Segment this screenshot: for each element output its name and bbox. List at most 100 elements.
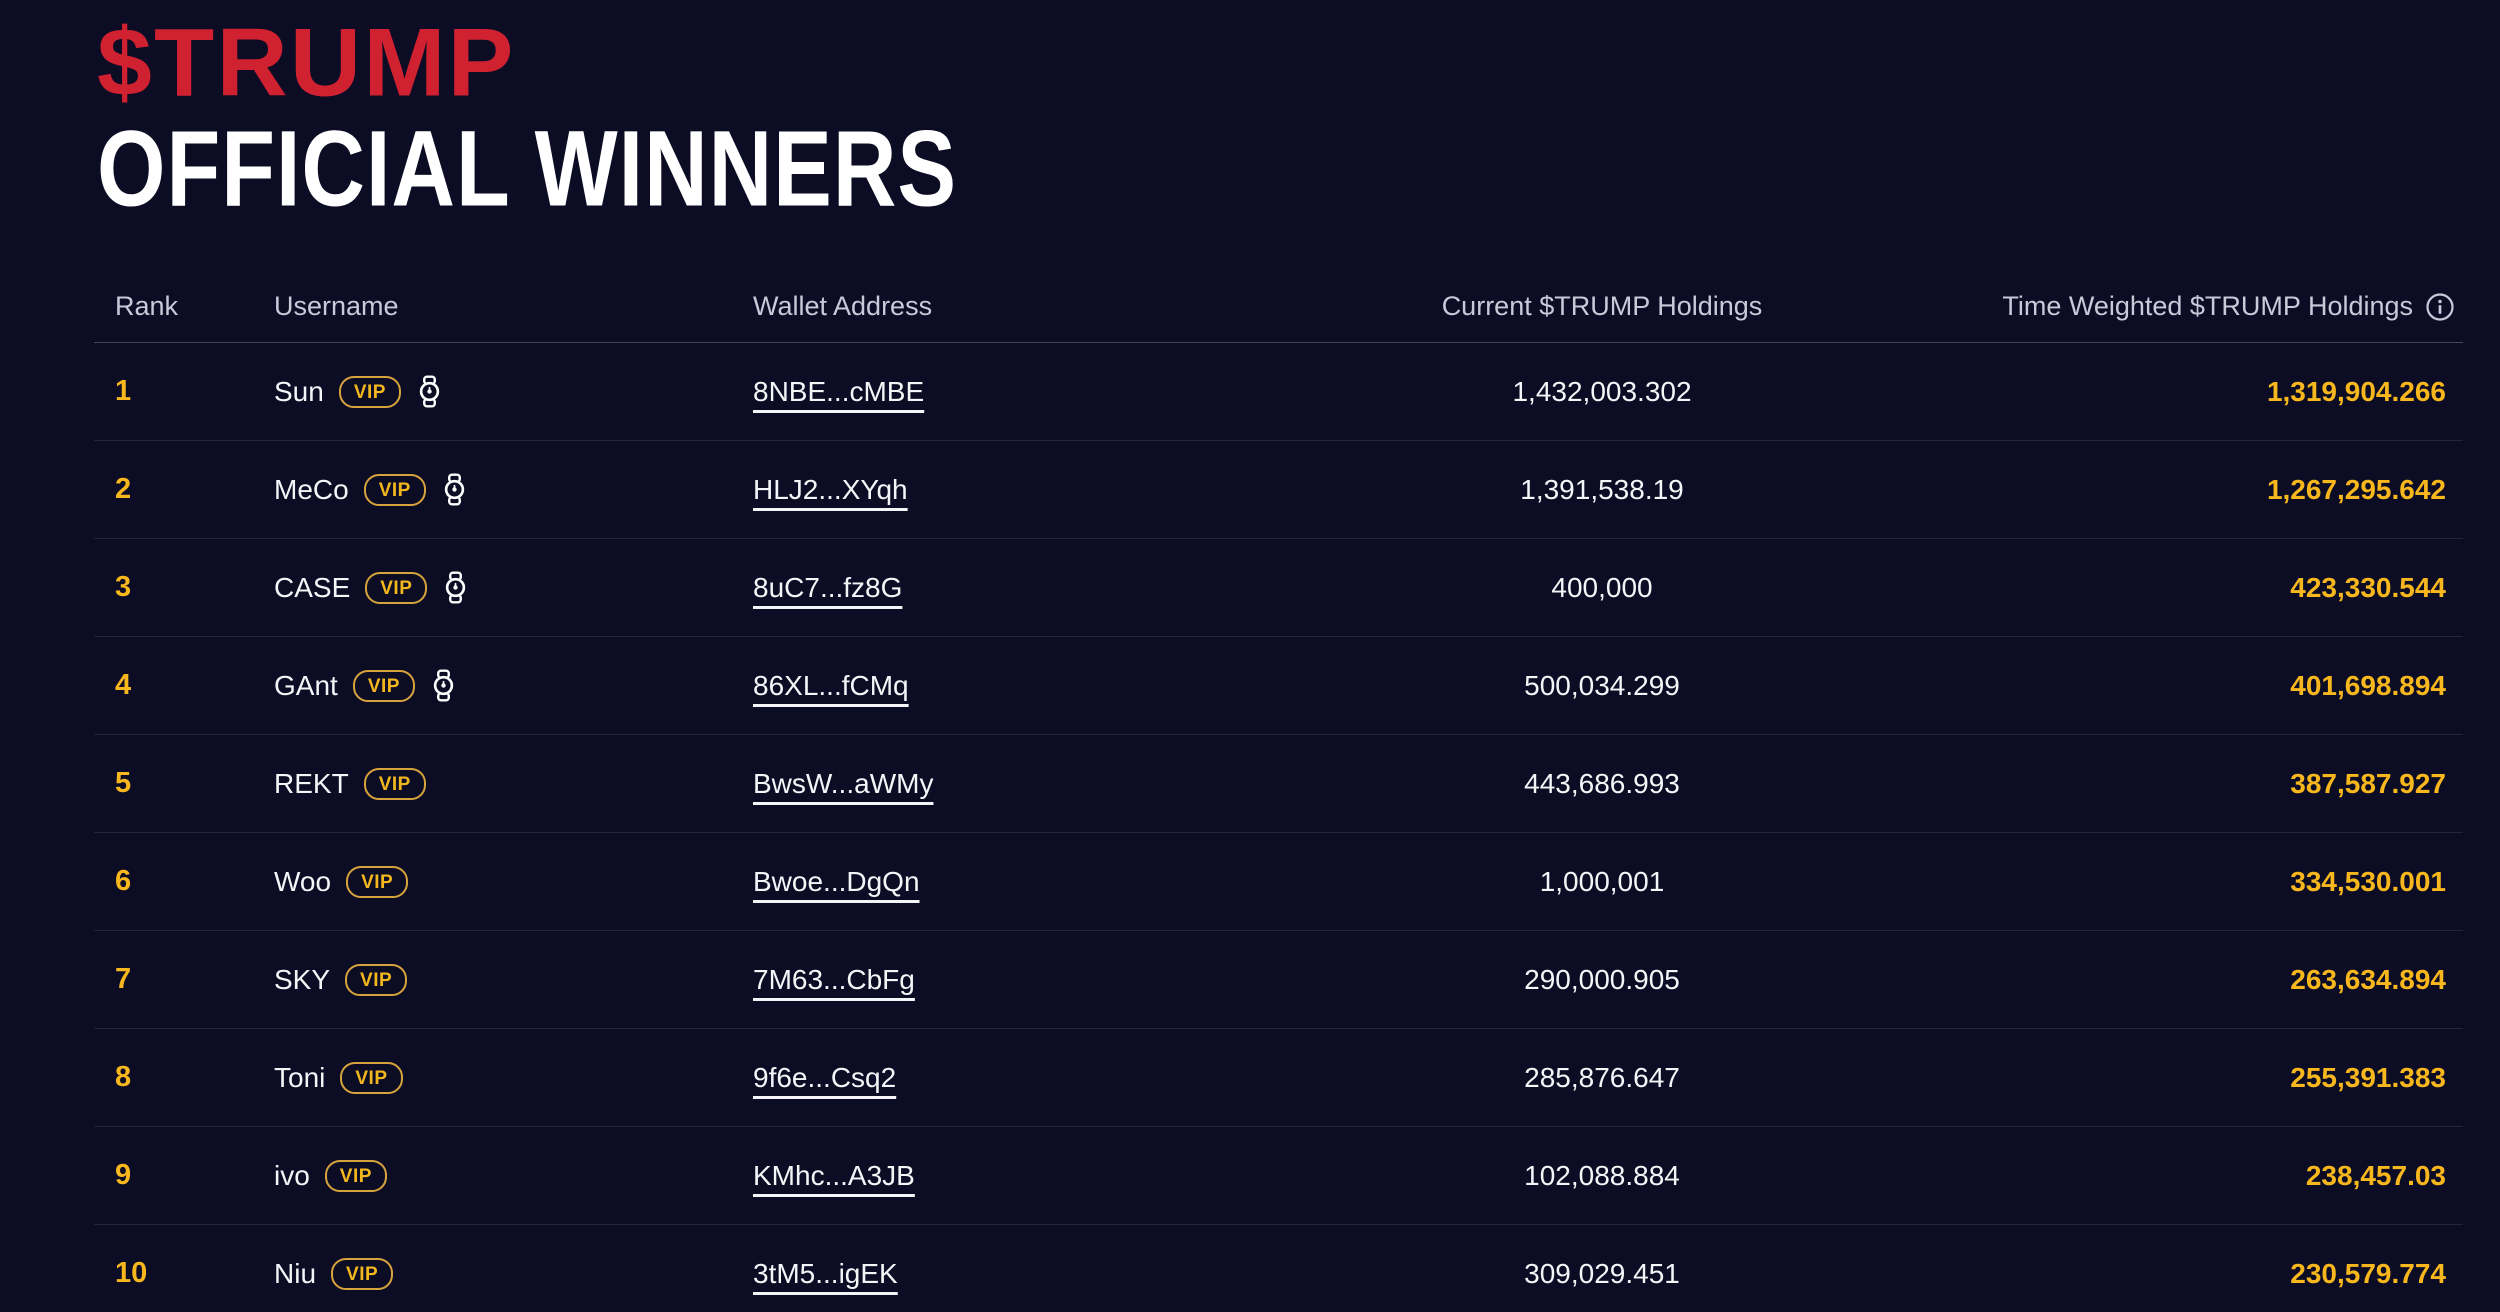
wallet-cell: HLJ2...XYqh — [753, 474, 1313, 506]
header-current-holdings: Current $TRUMP Holdings — [1441, 291, 1763, 321]
username-cell: Toni VIP — [274, 1061, 753, 1094]
current-holdings-value: 285,876.647 — [1524, 1061, 1680, 1093]
wallet-address-link[interactable]: HLJ2...XYqh — [753, 473, 908, 505]
rank-value: 2 — [115, 473, 132, 505]
username-cell: GAnt VIP — [274, 669, 753, 702]
wallet-address-link[interactable]: 8NBE...cMBE — [753, 375, 925, 407]
vip-badge: VIP — [331, 1257, 394, 1290]
table-header-row: Rank Username Wallet Address Current $TR… — [94, 291, 2463, 343]
header-time-weighted-holdings: Time Weighted $TRUMP Holdings — [1891, 291, 2463, 322]
username-cell: ivo VIP — [274, 1159, 753, 1192]
table-row: 6 Woo VIP Bwoe...DgQn 1,000,001 334,530.… — [94, 833, 2463, 931]
title-trump: $TRUMP — [97, 7, 516, 117]
rank-value: 1 — [115, 375, 132, 407]
wallet-cell: Bwoe...DgQn — [753, 866, 1313, 898]
rank-value: 4 — [115, 669, 132, 701]
table-row: 4 GAnt VIP 86XL...fCMq 500,034.299 401,6… — [94, 637, 2463, 735]
table-row: 8 Toni VIP 9f6e...Csq2 285,876.647 255,3… — [94, 1029, 2463, 1127]
time-weighted-holdings-value: 255,391.383 — [2290, 1061, 2446, 1093]
header-rank: Rank — [115, 291, 179, 321]
username-cell: MeCo VIP — [274, 473, 753, 506]
wallet-cell: KMhc...A3JB — [753, 1160, 1313, 1192]
username-cell: Sun VIP — [274, 375, 753, 408]
username: MeCo — [274, 473, 349, 505]
vip-badge: VIP — [340, 1061, 403, 1094]
wallet-cell: 86XL...fCMq — [753, 670, 1313, 702]
wallet-address-link[interactable]: Bwoe...DgQn — [753, 865, 920, 897]
vip-badge: VIP — [352, 669, 415, 702]
table-row: 3 CASE VIP 8uC7...fz8G 400,000 423,330.5… — [94, 539, 2463, 637]
table-row: 1 Sun VIP 8NBE...cMBE 1,432,003.302 1,31… — [94, 343, 2463, 441]
wallet-address-link[interactable]: 8uC7...fz8G — [753, 571, 903, 603]
vip-badge: VIP — [338, 375, 401, 408]
username: REKT — [274, 767, 349, 799]
current-holdings-value: 309,029.451 — [1524, 1257, 1680, 1289]
wallet-cell: 8NBE...cMBE — [753, 376, 1313, 408]
wallet-cell: 3tM5...igEK — [753, 1258, 1313, 1290]
time-weighted-holdings-value: 401,698.894 — [2290, 669, 2446, 701]
winners-table: Rank Username Wallet Address Current $TR… — [94, 291, 2463, 1312]
wallet-cell: 9f6e...Csq2 — [753, 1062, 1313, 1094]
time-weighted-holdings-value: 423,330.544 — [2290, 571, 2446, 603]
rank-value: 9 — [115, 1159, 132, 1191]
wallet-address-link[interactable]: 7M63...CbFg — [753, 963, 915, 995]
wallet-address-link[interactable]: 86XL...fCMq — [753, 669, 909, 701]
time-weighted-holdings-value: 263,634.894 — [2290, 963, 2446, 995]
username: Niu — [274, 1257, 317, 1289]
watch-icon — [430, 669, 457, 702]
username-cell: SKY VIP — [274, 963, 753, 996]
table-row: 2 MeCo VIP HLJ2...XYqh 1,391,538.19 1,26… — [94, 441, 2463, 539]
table-body: 1 Sun VIP 8NBE...cMBE 1,432,003.302 1,31… — [94, 343, 2463, 1312]
current-holdings-value: 290,000.905 — [1524, 963, 1680, 995]
wallet-address-link[interactable]: 9f6e...Csq2 — [753, 1061, 897, 1093]
rank-value: 3 — [115, 571, 132, 603]
current-holdings-value: 500,034.299 — [1524, 669, 1680, 701]
rank-value: 8 — [115, 1061, 132, 1093]
wallet-address-link[interactable]: 3tM5...igEK — [753, 1257, 898, 1289]
current-holdings-value: 1,432,003.302 — [1512, 375, 1692, 407]
username-cell: Woo VIP — [274, 865, 753, 898]
wallet-cell: 8uC7...fz8G — [753, 572, 1313, 604]
table-row: 7 SKY VIP 7M63...CbFg 290,000.905 263,63… — [94, 931, 2463, 1029]
username: ivo — [274, 1159, 310, 1191]
header-time-weighted-label: Time Weighted $TRUMP Holdings — [2002, 291, 2413, 321]
current-holdings-value: 1,000,001 — [1539, 865, 1665, 897]
username: GAnt — [274, 669, 338, 701]
time-weighted-holdings-value: 334,530.001 — [2290, 865, 2446, 897]
header-username: Username — [274, 291, 399, 321]
page-title: $TRUMP OFFICIAL WINNERS — [0, 0, 2500, 221]
table-row: 10 Niu VIP 3tM5...igEK 309,029.451 230,5… — [94, 1225, 2463, 1312]
watch-icon — [441, 473, 468, 506]
wallet-cell: 7M63...CbFg — [753, 964, 1313, 996]
username-cell: Niu VIP — [274, 1257, 753, 1290]
info-icon[interactable] — [2425, 292, 2455, 322]
rank-value: 7 — [115, 963, 132, 995]
username-cell: CASE VIP — [274, 571, 753, 604]
username: Sun — [274, 375, 324, 407]
rank-value: 10 — [115, 1257, 148, 1289]
table-row: 5 REKT VIP BwsW...aWMy 443,686.993 387,5… — [94, 735, 2463, 833]
username-cell: REKT VIP — [274, 767, 753, 800]
current-holdings-value: 400,000 — [1551, 571, 1653, 603]
wallet-address-link[interactable]: KMhc...A3JB — [753, 1159, 915, 1191]
title-official-winners: OFFICIAL WINNERS — [97, 107, 958, 229]
time-weighted-holdings-value: 1,267,295.642 — [2266, 473, 2446, 505]
time-weighted-holdings-value: 387,587.927 — [2290, 767, 2446, 799]
username: SKY — [274, 963, 331, 995]
vip-badge: VIP — [365, 571, 428, 604]
wallet-cell: BwsW...aWMy — [753, 768, 1313, 800]
wallet-address-link[interactable]: BwsW...aWMy — [753, 767, 934, 799]
username: Woo — [274, 865, 332, 897]
current-holdings-value: 443,686.993 — [1524, 767, 1680, 799]
time-weighted-holdings-value: 238,457.03 — [2305, 1159, 2446, 1191]
rank-value: 5 — [115, 767, 132, 799]
vip-badge: VIP — [346, 865, 409, 898]
watch-icon — [416, 375, 443, 408]
username: Toni — [274, 1061, 326, 1093]
rank-value: 6 — [115, 865, 132, 897]
vip-badge: VIP — [345, 963, 408, 996]
watch-icon — [442, 571, 469, 604]
current-holdings-value: 102,088.884 — [1524, 1159, 1680, 1191]
time-weighted-holdings-value: 230,579.774 — [2290, 1257, 2446, 1289]
